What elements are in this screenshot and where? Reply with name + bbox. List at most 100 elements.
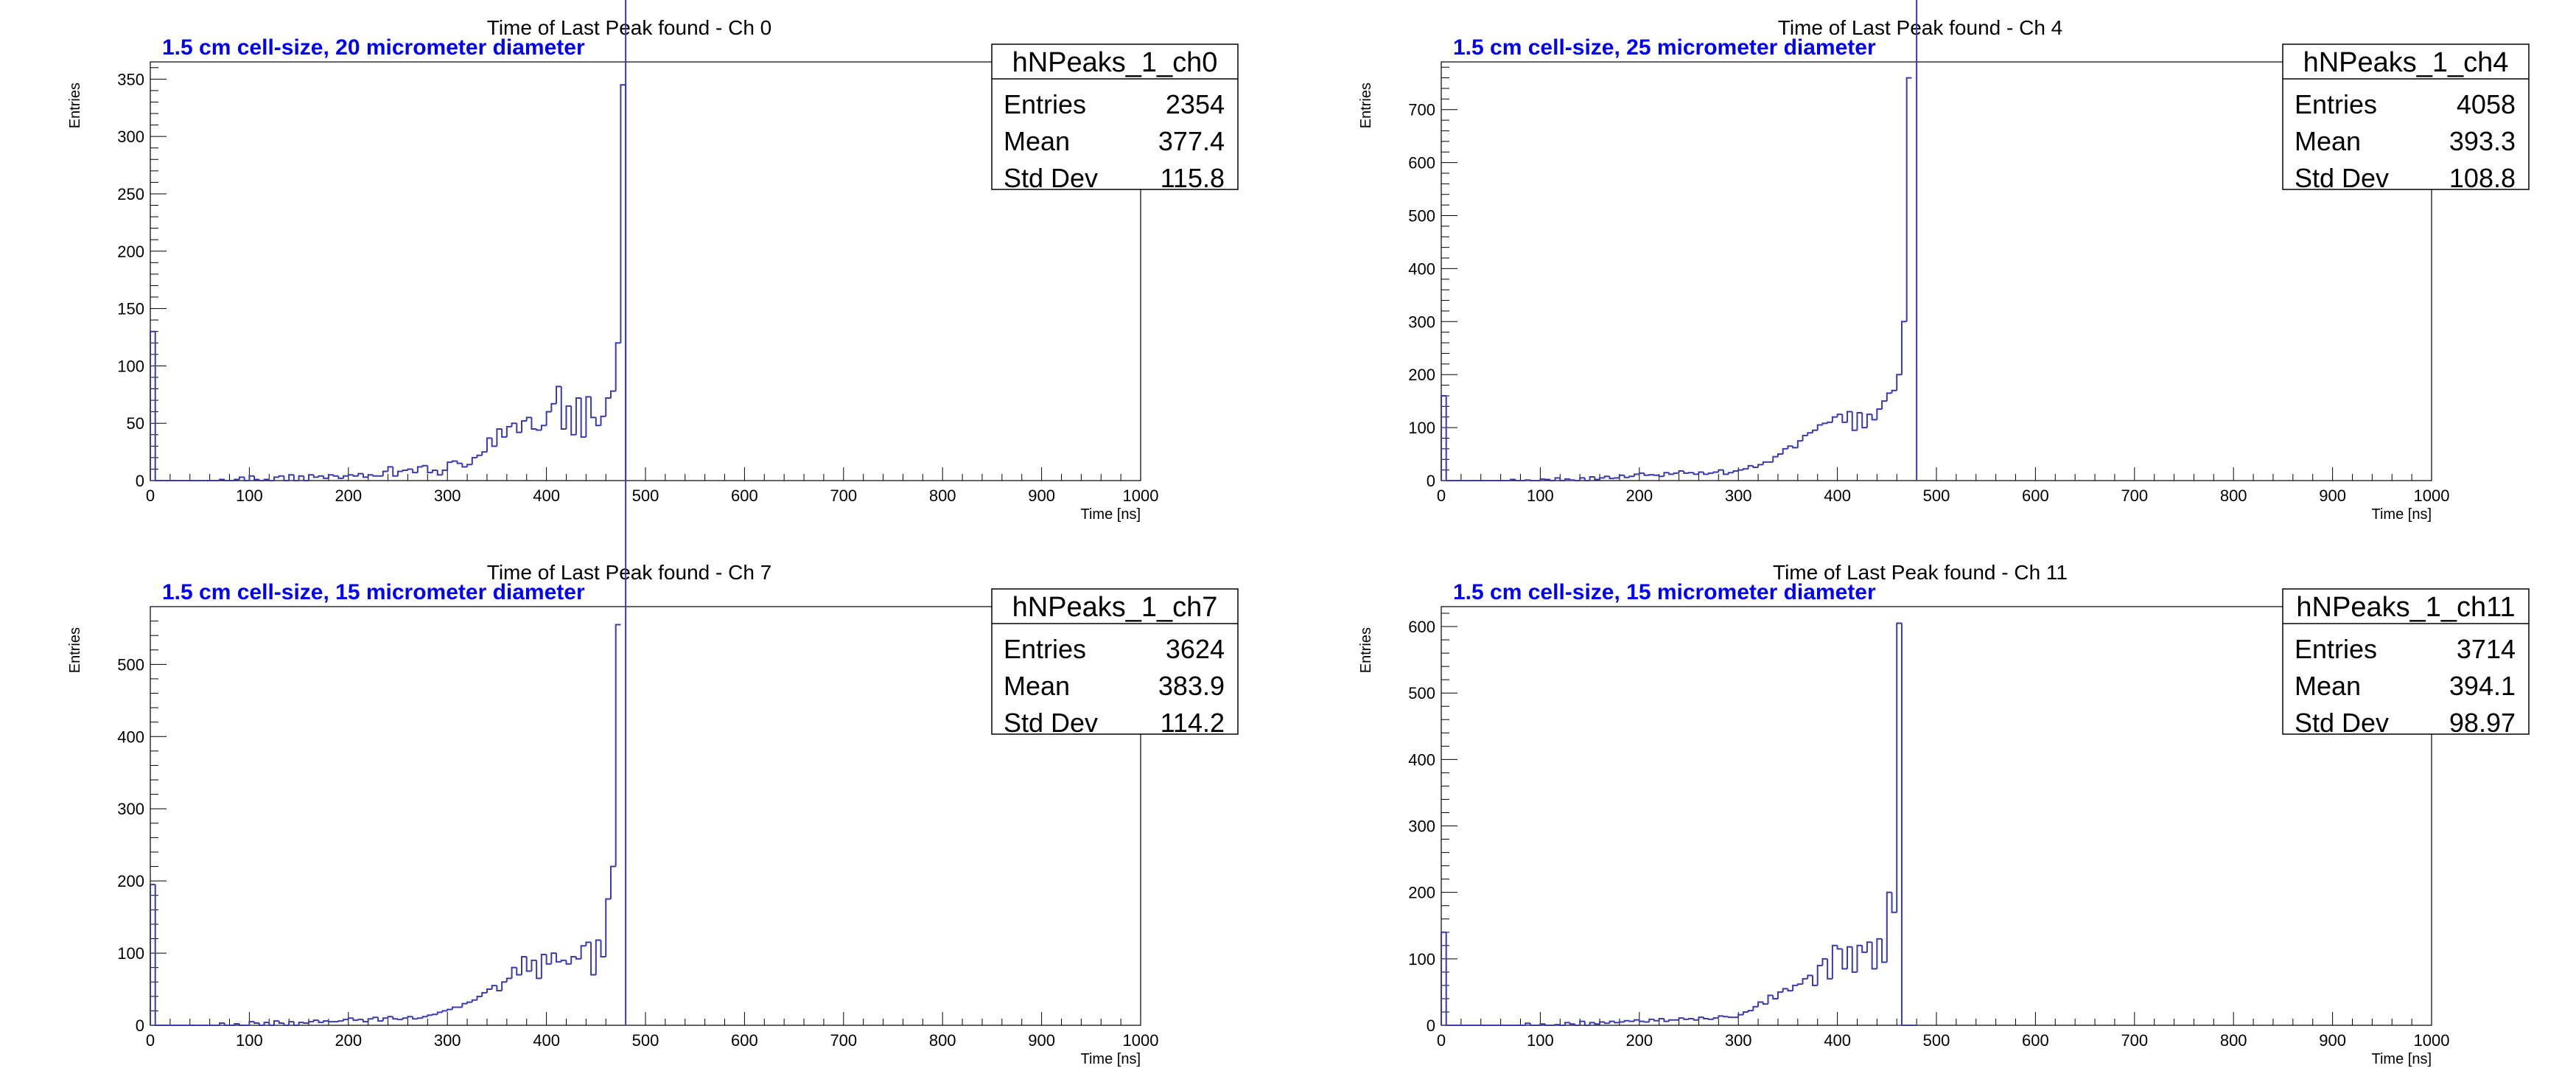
- stats-box: hNPeaks_1_ch0 Entries 2354 Mean 377.4 Std Dev…: [991, 43, 1239, 193]
- stats-value-std-dev: 108.8: [2449, 163, 2516, 193]
- histogram-bin: [481, 991, 487, 997]
- histogram-bin: [412, 469, 418, 474]
- histogram-bin: [1762, 1002, 1768, 1005]
- histogram-bin: [1831, 416, 1838, 422]
- y-tick-label: 200: [117, 243, 144, 261]
- histogram-bin: [1847, 946, 1852, 969]
- histogram-bin: [1554, 477, 1561, 481]
- histogram-bin: [461, 463, 468, 468]
- histogram-bin: [570, 955, 576, 964]
- x-tick-label: 300: [434, 1031, 461, 1050]
- y-tick-label: 100: [117, 944, 144, 963]
- histogram-bin: [323, 475, 329, 479]
- stats-value-std-dev: 98.97: [2449, 708, 2516, 738]
- histogram-bin: [1881, 938, 1887, 963]
- x-tick-label: 900: [1028, 486, 1055, 505]
- histogram-bin: [298, 475, 304, 481]
- histogram-panel-3: Time of Last Peak found - Ch 111.5 cm ce…: [1358, 561, 2530, 1067]
- histogram-bin: [575, 956, 581, 960]
- histogram-bin: [1569, 1022, 1575, 1025]
- stats-box-frame: [991, 588, 1239, 735]
- histogram-bin: [303, 475, 309, 481]
- histogram-bin: [1861, 945, 1867, 953]
- histogram-bin: [1821, 957, 1828, 966]
- stats-label-mean: Mean: [1004, 126, 1070, 156]
- histogram-bin: [1727, 1016, 1734, 1019]
- histogram-bin: [1583, 1021, 1590, 1026]
- histogram-bin: [293, 475, 299, 481]
- histogram-bin: [1836, 945, 1843, 950]
- histogram-bin: [1594, 476, 1600, 481]
- histogram-bin: [1549, 479, 1555, 481]
- histogram-bin: [154, 885, 161, 1026]
- histogram-bin: [367, 1018, 374, 1022]
- histogram-bin: [1628, 475, 1635, 478]
- histogram-bin: [1723, 470, 1729, 475]
- x-tick-label: 300: [434, 486, 461, 505]
- stats-label-std-dev: Std Dev: [1004, 708, 1098, 738]
- histogram-bin: [496, 985, 503, 991]
- x-tick-label: 200: [335, 1031, 362, 1050]
- x-tick-label: 1000: [1123, 486, 1159, 505]
- y-tick-label: 300: [117, 800, 144, 818]
- histogram-bin: [372, 1016, 379, 1019]
- histogram-bin: [1831, 944, 1838, 979]
- x-tick-label: 700: [2121, 486, 2148, 505]
- histogram-bin: [273, 476, 279, 481]
- histogram-bin: [268, 1022, 274, 1026]
- histogram-bin: [1871, 414, 1877, 421]
- histogram-bin: [1816, 424, 1823, 430]
- histogram-bin: [491, 438, 497, 447]
- histogram-bin: [595, 417, 601, 427]
- y-tick-label: 500: [117, 655, 144, 674]
- histogram-bin: [505, 425, 512, 437]
- x-tick-label: 800: [2220, 1031, 2247, 1050]
- histogram-bin: [456, 461, 463, 464]
- histogram-bin: [1782, 988, 1788, 992]
- x-tick-label: 600: [731, 486, 758, 505]
- y-tick-label: 0: [1427, 472, 1435, 490]
- x-axis-label: Time [ns]: [2372, 1051, 2432, 1067]
- histogram-bin: [278, 1021, 284, 1025]
- histogram-bin: [154, 331, 161, 481]
- histogram-bin: [461, 1002, 468, 1008]
- histogram-bin: [1441, 394, 1446, 481]
- x-tick-label: 600: [2022, 1031, 2049, 1050]
- histogram-bin: [476, 454, 483, 458]
- stats-histogram-name: hNPeaks_1_ch0: [1012, 47, 1218, 78]
- x-tick-label: 100: [1527, 486, 1554, 505]
- histogram-bin: [1544, 1024, 1550, 1026]
- histogram-bin: [1698, 471, 1704, 475]
- histogram-bin: [1643, 472, 1650, 476]
- histogram-bin: [1866, 414, 1872, 428]
- histogram-bin: [1821, 422, 1828, 425]
- stats-box-frame: [2282, 588, 2530, 735]
- histogram-bin: [258, 1023, 265, 1026]
- x-axis-label: Time [ns]: [1081, 506, 1141, 523]
- histogram-bin: [1618, 474, 1625, 478]
- histogram-panel-2: Time of Last Peak found - Ch 71.5 cm cel…: [67, 0, 1239, 1067]
- histogram-bin: [1851, 946, 1858, 973]
- histogram-bin: [620, 84, 626, 343]
- histogram-bin: [219, 1022, 225, 1025]
- histogram-bin: [1787, 445, 1793, 449]
- y-tick-label: 300: [1408, 817, 1435, 836]
- histogram-bin: [1777, 991, 1783, 999]
- histogram-bin: [451, 1006, 458, 1010]
- y-tick-label: 400: [1408, 750, 1435, 769]
- histogram-bin: [580, 945, 587, 959]
- x-tick-label: 0: [1437, 1031, 1446, 1050]
- chart-subtitle: 1.5 cm cell-size, 15 micrometer diameter: [162, 580, 585, 604]
- histogram-bin: [377, 1017, 383, 1022]
- histogram-bin: [288, 1021, 294, 1025]
- histogram-bin: [402, 469, 408, 472]
- y-tick-label: 400: [117, 728, 144, 746]
- histogram-bin: [312, 475, 319, 478]
- histogram-bin: [600, 415, 606, 426]
- histogram-bin: [525, 416, 532, 422]
- histogram-bin: [1816, 964, 1823, 985]
- histogram-bin: [1599, 477, 1605, 480]
- histogram-bin: [1827, 958, 1833, 980]
- histogram-bin: [585, 941, 592, 946]
- x-tick-label: 200: [1625, 486, 1653, 505]
